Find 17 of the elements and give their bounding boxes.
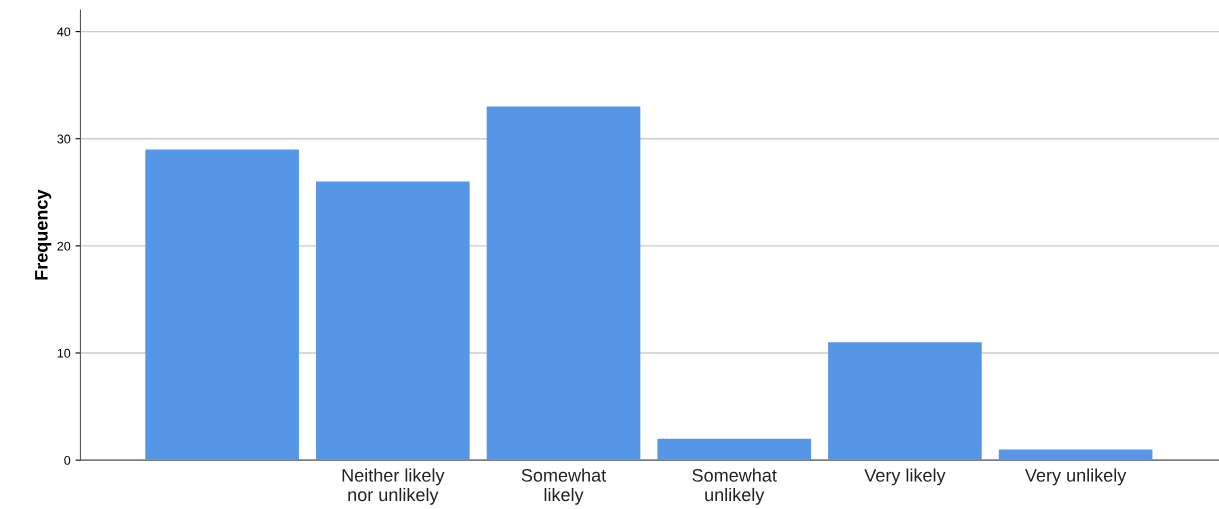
- x-tick-label: Very unlikely: [1025, 468, 1127, 486]
- bar: [657, 438, 812, 461]
- y-tick-label: 0: [64, 455, 71, 465]
- bar: [828, 342, 982, 461]
- y-tick-label: 10: [57, 348, 71, 358]
- x-tick-label: Somewhat unlikely: [692, 468, 777, 505]
- bar: [998, 449, 1153, 461]
- bar: [316, 181, 470, 461]
- bar: [486, 106, 641, 461]
- y-tick-label: 20: [57, 241, 71, 251]
- x-tick-label: Very likely: [864, 468, 946, 486]
- x-tick-label: Somewhat likely: [521, 468, 607, 505]
- bar: [145, 149, 299, 461]
- y-tick-label: 30: [57, 134, 71, 144]
- x-tick-label: Neither likely nor unlikely: [342, 468, 445, 505]
- y-tick-label: 40: [57, 27, 71, 37]
- y-axis-title: Frequency: [35, 189, 52, 280]
